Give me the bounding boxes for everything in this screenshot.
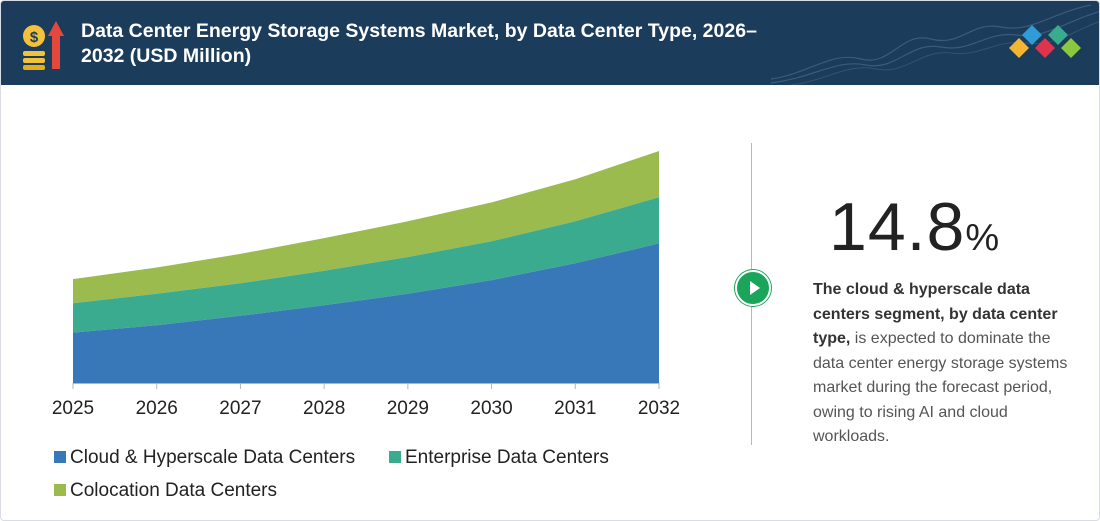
x-tick-label: 2030 — [470, 398, 512, 419]
play-icon — [735, 270, 771, 306]
legend-label-colocation: Colocation Data Centers — [70, 480, 277, 501]
x-tick-label: 2031 — [554, 398, 596, 419]
x-tick-label: 2025 — [52, 398, 94, 419]
legend-item-colocation: Colocation Data Centers — [54, 480, 277, 502]
legend-swatch-cloud-hyperscale — [54, 451, 66, 463]
stacked-area-chart: 2025 2026 2027 2028 2029 2030 2031 2032 — [52, 151, 680, 419]
legend-item-enterprise: Enterprise Data Centers — [389, 447, 609, 469]
svg-text:$: $ — [30, 29, 39, 46]
legend-label-cloud-hyperscale: Cloud & Hyperscale Data Centers — [70, 447, 356, 468]
play-triangle — [750, 281, 760, 295]
x-tick-label: 2028 — [303, 398, 345, 419]
money-growth-icon: $ — [23, 21, 64, 70]
x-tick-label: 2026 — [136, 398, 178, 419]
cagr-unit: % — [965, 217, 1000, 259]
x-tick-label: 2027 — [219, 398, 261, 419]
area-enterprise-data-centers — [73, 197, 659, 333]
area-cloud-hyperscale-data-centers — [73, 243, 659, 383]
x-axis: 2025 2026 2027 2028 2029 2030 2031 2032 — [52, 383, 680, 419]
area-colocation-data-centers — [73, 151, 659, 304]
insight-description-bold: The cloud & hyperscale data centers segm… — [813, 281, 1058, 347]
header-bar: $ Data Center Energy Storage Systems Mar… — [1, 1, 1099, 85]
x-tick-label: 2032 — [638, 398, 680, 419]
cagr-stat: 14.8% — [829, 189, 999, 265]
chart-areas — [73, 151, 659, 383]
legend-item-cloud-hyperscale: Cloud & Hyperscale Data Centers — [54, 447, 355, 469]
x-tick-label: 2029 — [387, 398, 429, 419]
legend-swatch-colocation — [54, 484, 66, 496]
page-title: Data Center Energy Storage Systems Marke… — [81, 20, 757, 67]
insight-description-rest: is expected to dominate the data center … — [813, 330, 1068, 445]
legend-swatch-enterprise — [389, 451, 401, 463]
diamond-logo-icon — [771, 4, 1099, 85]
cagr-value: 14.8 — [829, 189, 966, 265]
insight-description: The cloud & hyperscale data centers segm… — [813, 278, 1083, 450]
legend-label-enterprise: Enterprise Data Centers — [405, 447, 609, 468]
